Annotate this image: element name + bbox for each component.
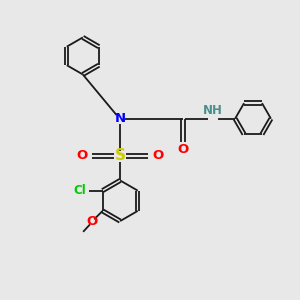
Text: O: O — [76, 149, 88, 163]
Text: O: O — [177, 143, 188, 156]
Text: O: O — [153, 149, 164, 163]
Text: N: N — [115, 112, 126, 125]
Text: Cl: Cl — [74, 184, 86, 197]
Text: NH: NH — [203, 104, 223, 117]
Text: S: S — [115, 148, 126, 164]
Text: O: O — [86, 215, 98, 228]
